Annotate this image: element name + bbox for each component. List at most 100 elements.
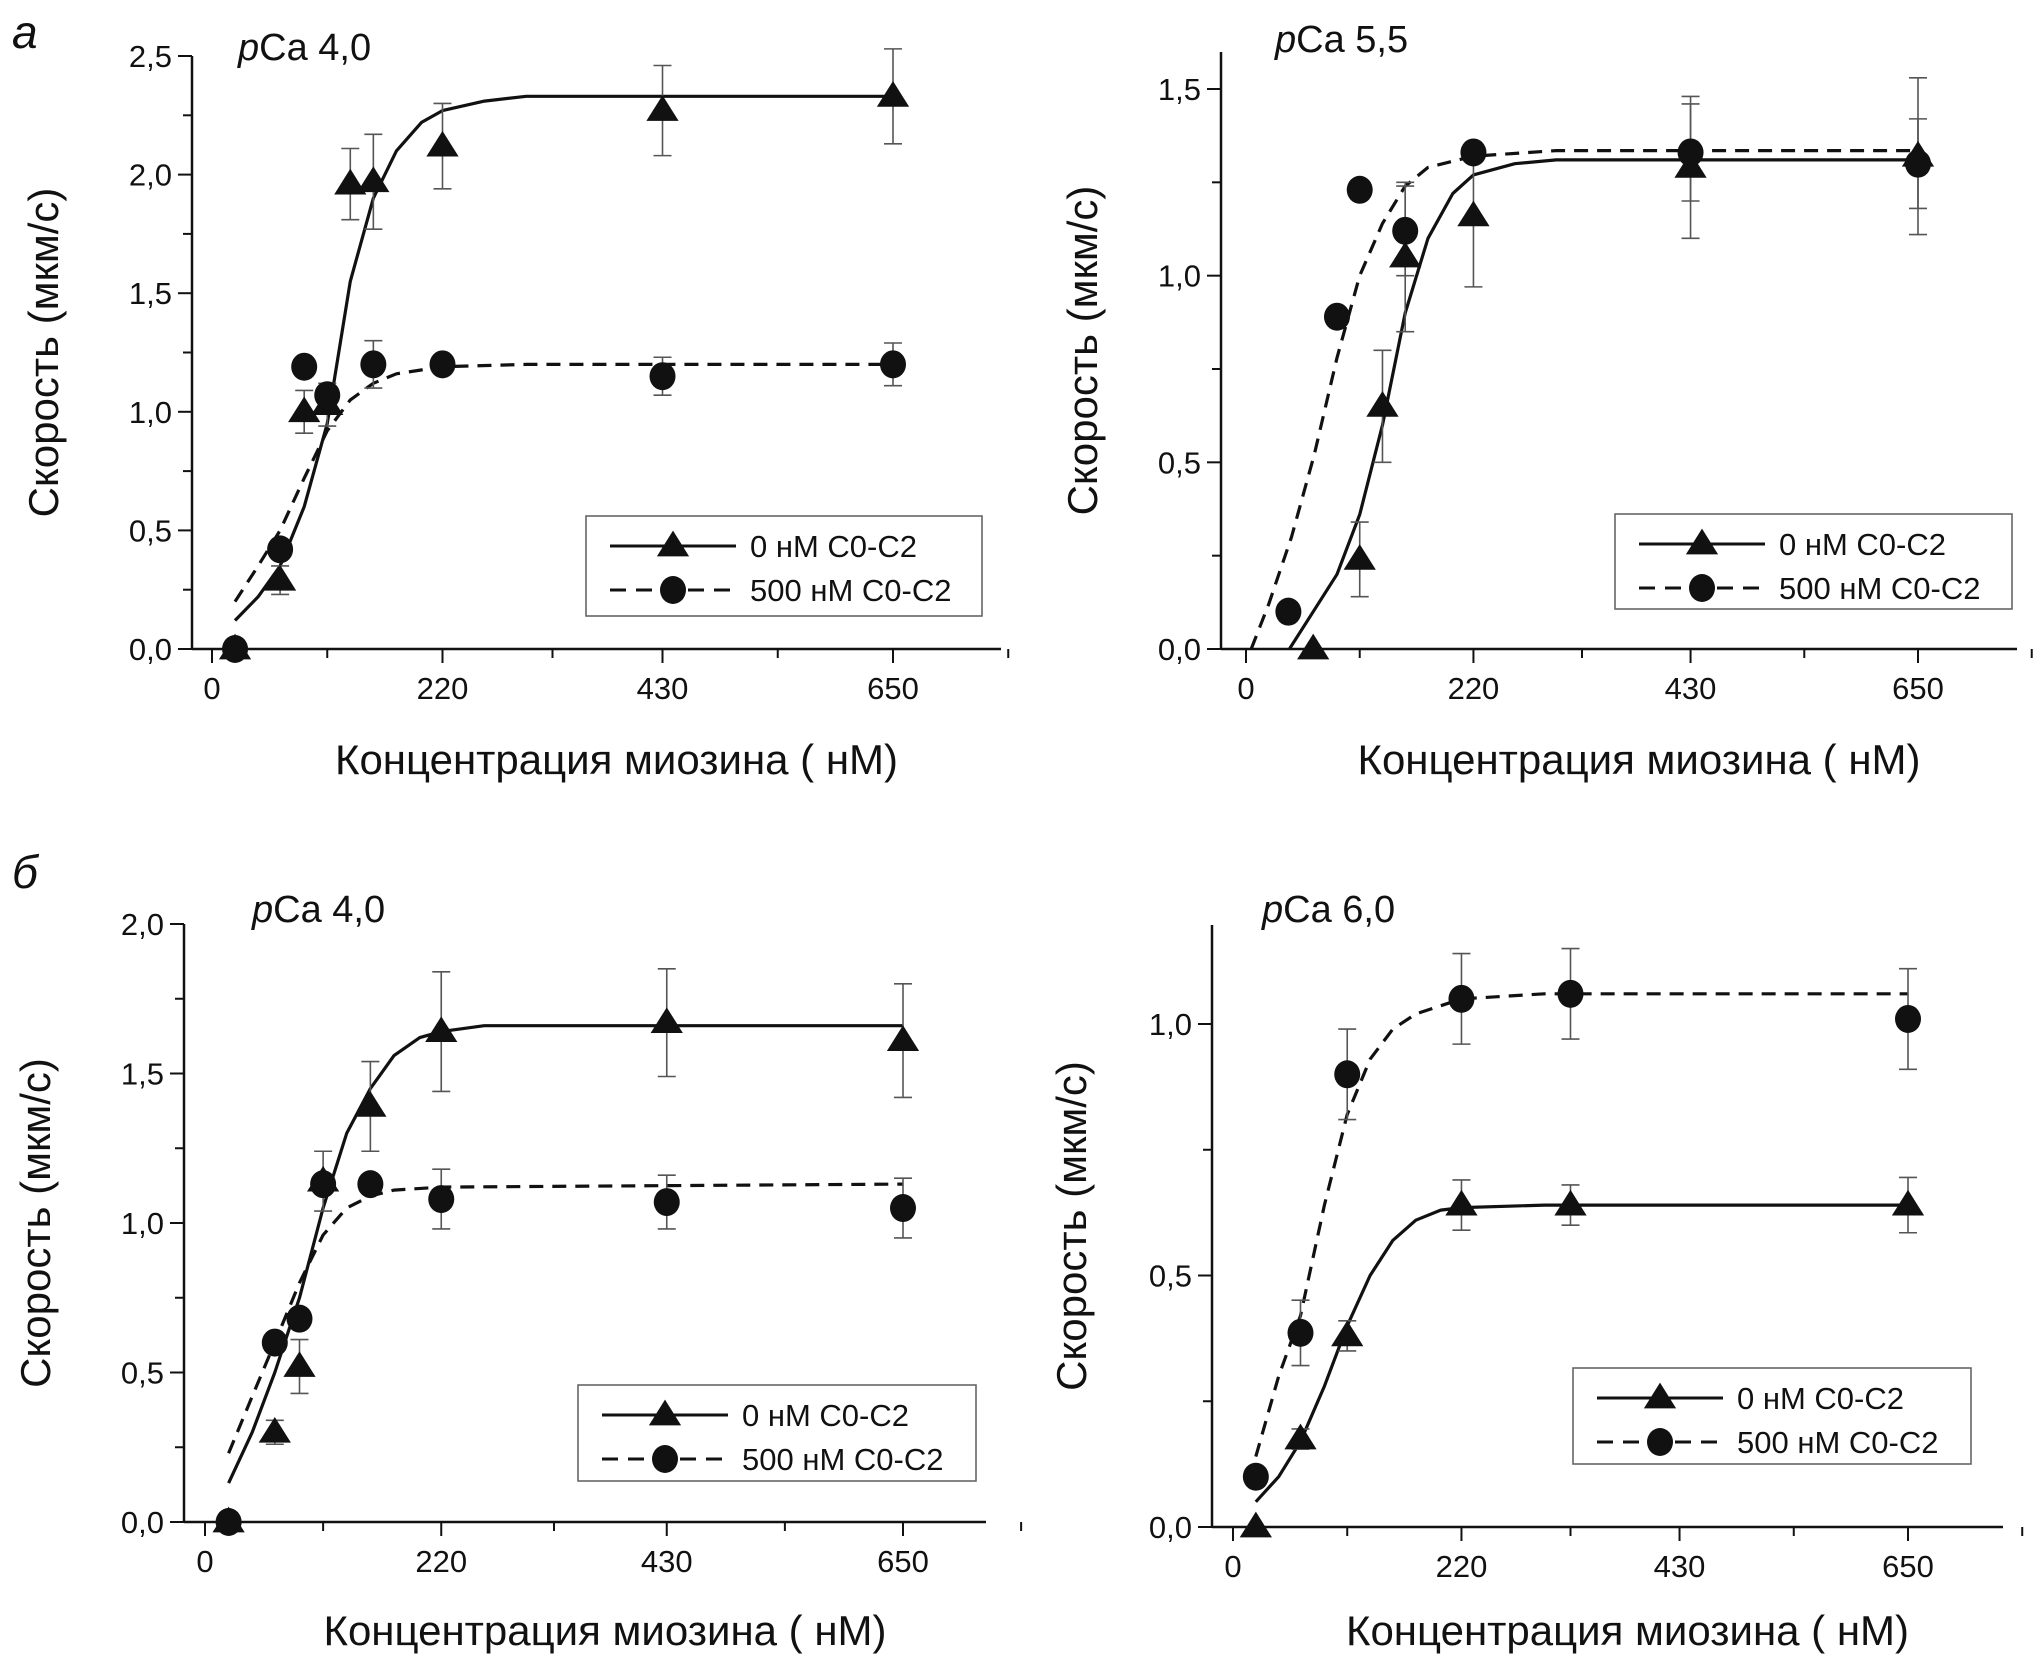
panel-title-p: p	[1261, 889, 1283, 931]
x-tick-label: 0	[203, 671, 220, 706]
fit-curve-500nm	[227, 1182, 904, 1454]
legend-marker-triangle	[648, 1399, 682, 1426]
chart-panel-a-left: 0 220 430 650 0,0 0,5 1,0 1,5 2,0 2,5 pCa 4,0 Скоро…	[20, 27, 1010, 783]
legend-label: 0 нМ C0-C2	[1737, 1381, 1904, 1416]
y-tick-label: 1,5	[129, 276, 172, 311]
legend-marker-circle	[652, 1445, 678, 1473]
legend-marker-circle	[1689, 574, 1715, 602]
legend-label: 0 нМ C0-C2	[742, 1398, 909, 1433]
data-point-triangle	[876, 81, 910, 107]
legend-box	[1614, 513, 2013, 610]
data-point-circle	[360, 350, 387, 379]
x-tick-label: 430	[1665, 671, 1717, 706]
panel-title-text: Ca 5,5	[1296, 19, 1408, 61]
y-tick-label: 0,0	[1158, 632, 1201, 667]
y-tick-label: 1,0	[1158, 259, 1201, 294]
panel-title: pCa 6,0	[1261, 889, 1395, 931]
panel-title: pCa 5,5	[1274, 19, 1408, 61]
x-axis-title: Концентрация миозина ( нМ)	[1346, 1607, 1909, 1654]
data-point-triangle	[1239, 1511, 1272, 1538]
panel-title-p: p	[237, 27, 259, 69]
data-point-circle	[267, 535, 294, 564]
y-axis-title: Скорость (мкм/с)	[12, 1058, 59, 1388]
data-point-triangle	[1445, 1189, 1478, 1216]
legend-label: 500 нМ C0-C2	[742, 1442, 943, 1477]
y-axis-title: Скорость (мкм/с)	[1059, 186, 1106, 516]
data-point-triangle	[263, 564, 297, 591]
data-point-circle	[314, 381, 341, 410]
legend-label: 0 нМ C0-C2	[750, 529, 917, 564]
data-point-circle	[291, 352, 318, 381]
legend-box	[577, 1384, 977, 1482]
chart-panel-b-right: 0 220 430 650 0,0 0,5 1,0 pCa 6,0 Скорость (мкм/…	[1048, 889, 2024, 1654]
panel-title: pCa 4,0	[237, 27, 371, 69]
legend-marker-triangle	[1643, 1382, 1677, 1409]
data-point-triangle	[357, 166, 390, 193]
data-point-triangle	[425, 1016, 458, 1043]
data-point-triangle	[1891, 1189, 1925, 1216]
x-tick-label: 220	[417, 671, 469, 706]
legend-marker-circle	[660, 576, 686, 604]
y-tick-label: 0,0	[121, 1505, 164, 1540]
legend-label: 500 нМ C0-C2	[1779, 571, 1980, 606]
x-tick-label: 430	[1654, 1549, 1706, 1584]
data-point-circle	[880, 350, 906, 379]
fit-curve-500nm	[1249, 149, 1918, 650]
data-point-circle	[890, 1194, 916, 1223]
data-point-circle	[1392, 216, 1419, 245]
y-tick-label: 0,5	[1149, 1259, 1192, 1294]
y-tick-label: 2,5	[129, 39, 172, 74]
y-tick-label: 2,0	[129, 158, 172, 193]
y-tick-label: 1,0	[121, 1206, 164, 1241]
data-point-circle	[1242, 1462, 1269, 1491]
data-point-circle	[1323, 302, 1350, 331]
data-point-circle	[310, 1170, 337, 1199]
legend-marker-circle	[1647, 1428, 1673, 1456]
data-point-circle	[653, 1188, 680, 1217]
data-point-circle	[286, 1304, 313, 1333]
x-tick-label: 650	[1892, 671, 1944, 706]
data-point-triangle	[1297, 633, 1330, 660]
y-axis-title: Скорость (мкм/с)	[1048, 1061, 1095, 1391]
fit-curve-0nm	[1288, 158, 1918, 650]
data-point-circle	[215, 1508, 242, 1536]
y-tick-label: 0,5	[1158, 445, 1201, 480]
data-point-triangle	[650, 1007, 683, 1034]
y-tick-label: 1,5	[1158, 72, 1201, 107]
data-point-circle	[1287, 1318, 1314, 1347]
data-point-circle	[1905, 149, 1931, 178]
y-tick-label: 1,0	[129, 395, 172, 430]
x-tick-label: 430	[641, 1544, 693, 1579]
x-axis-title: Концентрация миозина ( нМ)	[335, 736, 898, 783]
y-tick-label: 2,0	[121, 907, 164, 942]
y-tick-label: 1,5	[121, 1057, 164, 1092]
data-point-triangle	[1554, 1189, 1587, 1216]
data-point-triangle	[283, 1351, 316, 1377]
data-point-triangle	[646, 95, 679, 121]
x-tick-label: 0	[1237, 671, 1254, 706]
chart-panel-b-left: 0 220 430 650 0,0 0,5 1,0 1,5 2,0 pCa 4,0 Скорость…	[12, 889, 1023, 1654]
x-tick-label: 430	[637, 671, 689, 706]
data-point-circle	[1677, 138, 1704, 167]
x-axis-title: Концентрация миозина ( нМ)	[1357, 736, 1920, 783]
data-point-triangle	[426, 130, 459, 157]
legend-box	[585, 515, 983, 617]
x-tick-label: 220	[415, 1544, 467, 1579]
data-point-circle	[1460, 138, 1487, 167]
chart-panel-a-right: 0 220 430 650 0,0 0,5 1,0 1,5 pCa 5,5 Скорость (м…	[1059, 19, 2033, 783]
data-point-circle	[357, 1170, 384, 1199]
data-point-circle	[429, 350, 456, 379]
data-point-circle	[1557, 979, 1584, 1008]
data-point-circle	[1275, 597, 1302, 626]
x-tick-label: 220	[1436, 1549, 1488, 1584]
panel-title-text: Ca 4,0	[273, 889, 385, 931]
legend: 0 нМ C0-C2 500 нМ C0-C2	[1614, 513, 2013, 610]
legend: 0 нМ C0-C2 500 нМ C0-C2	[1572, 1367, 1972, 1465]
data-point-triangle	[1457, 200, 1490, 227]
data-point-circle	[428, 1185, 455, 1214]
panel-title-text: Ca 4,0	[259, 27, 371, 69]
x-tick-label: 650	[877, 1544, 929, 1579]
data-point-triangle	[1366, 391, 1399, 417]
data-point-circle	[1448, 984, 1475, 1013]
